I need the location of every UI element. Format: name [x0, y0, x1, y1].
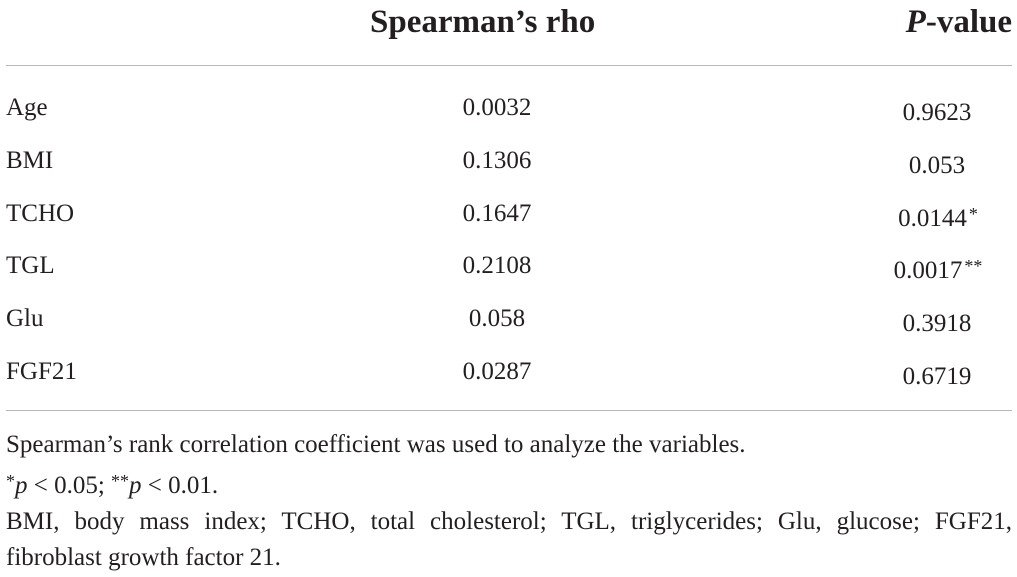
p-value-cell: 0.053: [864, 135, 1012, 193]
table-bottom-rule: [6, 410, 1012, 411]
variable-cell: FGF21: [6, 357, 77, 385]
p-value-cell: 0.9623: [864, 82, 1012, 140]
table-body: Age 0.0032 0.9623 BMI 0.1306 0.053 TCHO …: [6, 82, 1012, 399]
significance-star-single: *: [6, 471, 15, 491]
table-row: BMI 0.1306 0.053: [6, 135, 1012, 188]
p-value-cell: 0.6719: [864, 346, 1012, 404]
rho-cell: 0.1306: [462, 146, 532, 174]
rho-cell: 0.0287: [462, 357, 532, 385]
p-symbol: p: [15, 472, 28, 499]
variable-cell: TCHO: [6, 199, 75, 227]
p-value-number: 0.0017: [893, 257, 963, 285]
p-value-number: 0.053: [908, 151, 966, 179]
p-value-cell: 0.3918: [864, 293, 1012, 351]
p-value-number: 0.3918: [902, 310, 972, 338]
table-row: TCHO 0.1647 0.0144 *: [6, 188, 1012, 241]
threshold-text: < 0.01.: [141, 472, 219, 499]
significance-marker: *: [968, 203, 978, 224]
threshold-text: < 0.05;: [27, 472, 112, 499]
footnote-abbreviations: BMI, body mass index; TCHO, total choles…: [6, 508, 1012, 571]
significance-marker: **: [964, 256, 983, 277]
variable-cell: Age: [6, 94, 48, 121]
table-row: FGF21 0.0287 0.6719: [6, 346, 1012, 399]
footnote-significance: *p < 0.05; **p < 0.01.: [6, 463, 1012, 504]
p-symbol: p: [129, 472, 142, 499]
p-value-cell: 0.0144 *: [864, 188, 1012, 246]
rho-cell: 0.1647: [462, 199, 532, 227]
p-value-number: 0.9623: [902, 99, 972, 126]
variable-cell: Glu: [6, 305, 44, 333]
variable-cell: TGL: [6, 252, 55, 280]
rho-cell: 0.058: [468, 305, 526, 333]
rho-cell: 0.2108: [462, 252, 532, 280]
table-header-row: Spearman’s rho P-value: [6, 0, 1012, 56]
correlation-table: Spearman’s rho P-value Age 0.0032 0.9623…: [6, 0, 1012, 577]
table-row: Glu 0.058 0.3918: [6, 293, 1012, 346]
variable-cell: BMI: [6, 146, 54, 174]
p-value-number: 0.6719: [902, 362, 972, 390]
significance-star-double: **: [111, 471, 130, 491]
table-row: TGL 0.2108 0.0017 **: [6, 240, 1012, 293]
header-p-rest: -value: [925, 4, 1012, 40]
table-row: Age 0.0032 0.9623: [6, 82, 1012, 135]
footnote-method: Spearman’s rank correlation coefficient …: [6, 431, 746, 458]
rho-cell: 0.0032: [462, 94, 532, 121]
header-spearmans-rho: Spearman’s rho: [370, 4, 596, 40]
table-footnotes: Spearman’s rank correlation coefficient …: [6, 427, 1012, 576]
p-value-cell: 0.0017 **: [864, 240, 1012, 298]
table-top-rule: [6, 65, 1012, 66]
header-p-italic: P: [905, 4, 926, 40]
header-p-value: P-value: [906, 4, 1012, 40]
p-value-number: 0.0144: [898, 204, 967, 232]
